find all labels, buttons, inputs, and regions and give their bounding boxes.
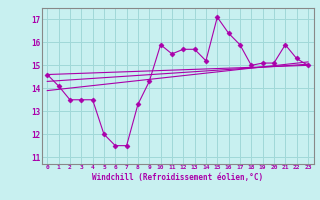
X-axis label: Windchill (Refroidissement éolien,°C): Windchill (Refroidissement éolien,°C) [92,173,263,182]
